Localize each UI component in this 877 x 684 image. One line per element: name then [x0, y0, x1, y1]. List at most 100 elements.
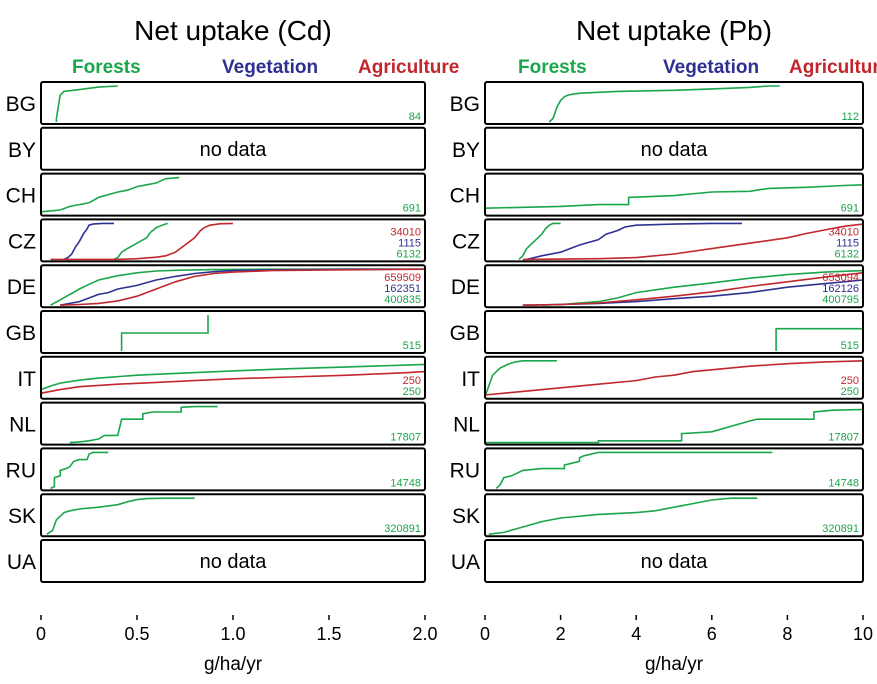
row-frame	[40, 126, 426, 171]
sample-count-forests: 17807	[828, 432, 859, 444]
row-label: NL	[9, 414, 36, 437]
sample-count-forests: 250	[403, 386, 421, 398]
sample-count-agriculture: 34010	[390, 226, 421, 238]
sample-count-agriculture: 250	[841, 375, 859, 387]
sample-count-forests: 14748	[828, 477, 859, 489]
series-line-forests	[40, 363, 426, 391]
row-frame	[40, 447, 426, 492]
series-line-forests	[40, 176, 180, 213]
legend-forests: Forests	[518, 57, 587, 78]
sample-count-vegetation: 162351	[384, 283, 421, 295]
series-line-vegetation	[60, 268, 425, 306]
sample-count-agriculture: 653094	[822, 272, 859, 284]
row-label: CH	[6, 185, 36, 208]
sample-count-forests: 400835	[384, 294, 421, 306]
sample-count-agriculture: 659509	[384, 272, 421, 284]
series-line-forests	[113, 222, 168, 261]
row-label: RU	[450, 459, 480, 482]
series-line-forests	[541, 269, 864, 306]
legend-agriculture: Agriculture	[358, 57, 459, 78]
row-label: DE	[451, 276, 480, 299]
row-frame	[484, 493, 864, 538]
series-line-forests	[50, 451, 109, 490]
series-line-agriculture	[60, 268, 426, 306]
sample-count-forests: 320891	[822, 523, 859, 535]
series-line-forests	[488, 497, 758, 535]
sample-count-vegetation: 1115	[398, 237, 421, 249]
sample-count-forests: 112	[841, 111, 859, 123]
sample-count-forests: 14748	[390, 477, 421, 489]
series-line-agriculture	[522, 272, 864, 306]
no-data-text: no data	[200, 139, 268, 161]
x-tick-label: 6	[707, 624, 717, 644]
row-label: GB	[450, 322, 480, 345]
series-line-forests	[46, 497, 195, 535]
series-line-vegetation	[522, 279, 864, 306]
row-label: GB	[6, 322, 36, 345]
series-line-forests	[69, 405, 218, 444]
row-frame	[40, 310, 426, 354]
no-data-text: no data	[641, 551, 709, 573]
row-frame	[484, 310, 864, 354]
row-frame	[484, 447, 864, 492]
series-line-forests	[484, 184, 864, 209]
sample-count-forests: 320891	[384, 523, 421, 535]
row-frame	[40, 401, 426, 446]
row-label: CH	[450, 185, 480, 208]
series-line-agriculture	[50, 222, 234, 261]
x-tick-label: 1.0	[220, 624, 245, 644]
row-label: SK	[8, 505, 36, 528]
row-frame	[40, 264, 426, 309]
sample-count-forests: 400795	[822, 294, 859, 306]
chart-title: Net uptake (Cd)	[134, 15, 332, 46]
sample-count-forests: 691	[403, 203, 421, 215]
row-frame	[484, 218, 864, 263]
row-frame	[40, 81, 426, 125]
series-line-forests	[484, 360, 557, 398]
x-tick-label: 2	[556, 624, 566, 644]
x-axis-label: g/ha/yr	[645, 654, 704, 675]
row-label: RU	[6, 459, 36, 482]
x-tick-label: 0.5	[124, 624, 149, 644]
sample-count-forests: 6132	[835, 248, 859, 260]
row-frame	[484, 126, 864, 171]
series-line-forests	[518, 222, 561, 260]
x-tick-label: 2.0	[412, 624, 437, 644]
series-line-agriculture	[522, 223, 864, 261]
series-line-forests	[55, 85, 118, 122]
sample-count-vegetation: 1115	[836, 237, 859, 249]
legend-vegetation: Vegetation	[663, 57, 759, 78]
row-label: IT	[17, 368, 36, 391]
row-frame	[484, 355, 864, 400]
row-frame	[40, 355, 426, 400]
row-label: CZ	[452, 230, 480, 253]
sample-count-forests: 6132	[397, 248, 421, 260]
row-label: BG	[450, 93, 480, 116]
row-frame	[484, 401, 864, 446]
series-line-forests	[775, 327, 863, 351]
sample-count-forests: 250	[841, 386, 859, 398]
no-data-text: no data	[200, 551, 268, 573]
series-line-forests	[548, 85, 780, 123]
row-label: UA	[451, 551, 480, 574]
sample-count-agriculture: 34010	[828, 226, 859, 238]
row-label: BG	[6, 93, 36, 116]
row-frame	[40, 172, 426, 217]
row-label: DE	[7, 276, 36, 299]
sample-count-agriculture: 250	[403, 375, 421, 387]
series-line-vegetation	[63, 222, 114, 261]
sample-count-forests: 515	[403, 340, 421, 352]
sample-count-forests: 84	[409, 111, 421, 123]
sample-count-forests: 17807	[390, 432, 421, 444]
row-label: UA	[7, 551, 36, 574]
series-line-forests	[495, 451, 773, 489]
x-tick-label: 1.5	[316, 624, 341, 644]
x-tick-label: 0	[36, 624, 46, 644]
row-label: CZ	[8, 230, 36, 253]
legend-forests: Forests	[72, 57, 141, 78]
series-line-forests	[50, 268, 425, 306]
sample-count-forests: 691	[841, 203, 859, 215]
sample-count-vegetation: 162126	[822, 283, 859, 295]
